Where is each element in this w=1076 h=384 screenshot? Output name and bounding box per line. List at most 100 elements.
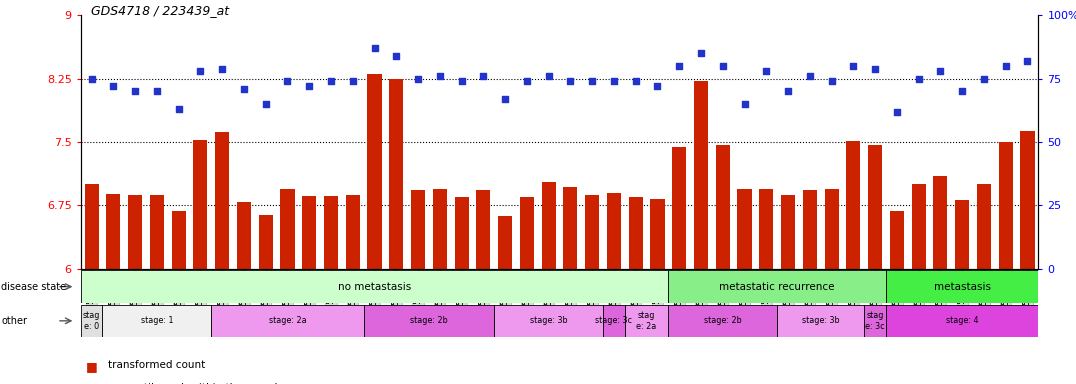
Text: no metastasis: no metastasis [338, 281, 411, 292]
Text: ■: ■ [86, 383, 98, 384]
Bar [171, 211, 186, 269]
Text: stage: 4: stage: 4 [946, 316, 978, 325]
Bar [625, 305, 668, 337]
Point [475, 73, 492, 79]
Bar [864, 305, 886, 337]
Bar [85, 184, 99, 269]
Bar [211, 305, 364, 337]
Bar [737, 189, 752, 269]
Point [83, 76, 100, 82]
Point [366, 45, 383, 51]
Point [323, 78, 340, 84]
Text: ■: ■ [86, 360, 98, 373]
Bar [564, 187, 578, 269]
Bar [886, 305, 1038, 337]
Bar [302, 196, 316, 269]
Bar [955, 200, 969, 269]
Point [670, 63, 688, 69]
Point [910, 76, 928, 82]
Bar [81, 305, 102, 337]
Point [649, 83, 666, 89]
Bar [716, 145, 730, 269]
Text: stage: 3b: stage: 3b [529, 316, 567, 325]
Point [148, 88, 166, 94]
Bar [603, 305, 625, 337]
Text: stage: 3c: stage: 3c [595, 316, 633, 325]
Bar [777, 305, 864, 337]
Point [387, 53, 405, 59]
Bar [324, 196, 338, 269]
Bar [541, 182, 555, 269]
Bar [237, 202, 251, 269]
Bar [498, 215, 512, 269]
Text: metastasis: metastasis [934, 281, 991, 292]
Text: other: other [1, 316, 27, 326]
Bar [454, 197, 469, 269]
Bar [803, 190, 817, 269]
Point [300, 83, 317, 89]
Text: GDS4718 / 223439_at: GDS4718 / 223439_at [91, 4, 229, 17]
Bar [150, 195, 164, 269]
Point [802, 73, 819, 79]
Bar [390, 79, 404, 269]
Point [213, 66, 230, 72]
Bar [846, 141, 861, 269]
Bar [520, 197, 534, 269]
Point [714, 63, 732, 69]
Bar [128, 195, 142, 269]
Bar [433, 189, 447, 269]
Point [1019, 58, 1036, 64]
Point [431, 73, 449, 79]
Point [606, 78, 623, 84]
Bar [258, 215, 273, 269]
Bar [868, 146, 882, 269]
Text: stage: 2a: stage: 2a [269, 316, 307, 325]
Text: percentile rank within the sample: percentile rank within the sample [108, 383, 283, 384]
Text: stag
e: 3c: stag e: 3c [865, 311, 884, 331]
Bar [628, 197, 642, 269]
Bar [1020, 131, 1034, 269]
Point [866, 66, 883, 72]
Point [562, 78, 579, 84]
Text: transformed count: transformed count [108, 360, 204, 370]
Text: stag
e: 2a: stag e: 2a [636, 311, 656, 331]
Bar [999, 142, 1013, 269]
Point [975, 76, 992, 82]
Point [845, 63, 862, 69]
Bar [345, 195, 359, 269]
Point [410, 76, 427, 82]
Point [192, 68, 209, 74]
Point [779, 88, 796, 94]
Bar [886, 270, 1038, 303]
Point [540, 73, 557, 79]
Text: disease state: disease state [1, 281, 67, 292]
Bar [102, 305, 211, 337]
Bar [650, 199, 665, 269]
Bar [367, 74, 382, 269]
Bar [977, 184, 991, 269]
Text: metastatic recurrence: metastatic recurrence [720, 281, 835, 292]
Point [736, 101, 753, 107]
Text: stage: 2b: stage: 2b [410, 316, 448, 325]
Bar [760, 189, 774, 269]
Bar [668, 270, 886, 303]
Point [758, 68, 775, 74]
Bar [585, 195, 599, 269]
Bar [494, 305, 603, 337]
Point [127, 88, 144, 94]
Text: stage: 2b: stage: 2b [704, 316, 741, 325]
Bar [411, 190, 425, 269]
Text: stage: 1: stage: 1 [141, 316, 173, 325]
Point [692, 50, 709, 56]
Bar [694, 81, 708, 269]
Bar [668, 305, 777, 337]
Text: stage: 3b: stage: 3b [802, 316, 839, 325]
Bar [281, 189, 295, 269]
Point [496, 96, 513, 102]
Point [453, 78, 470, 84]
Bar [107, 194, 121, 269]
Bar [781, 195, 795, 269]
Point [104, 83, 122, 89]
Bar [215, 132, 229, 269]
Point [344, 78, 362, 84]
